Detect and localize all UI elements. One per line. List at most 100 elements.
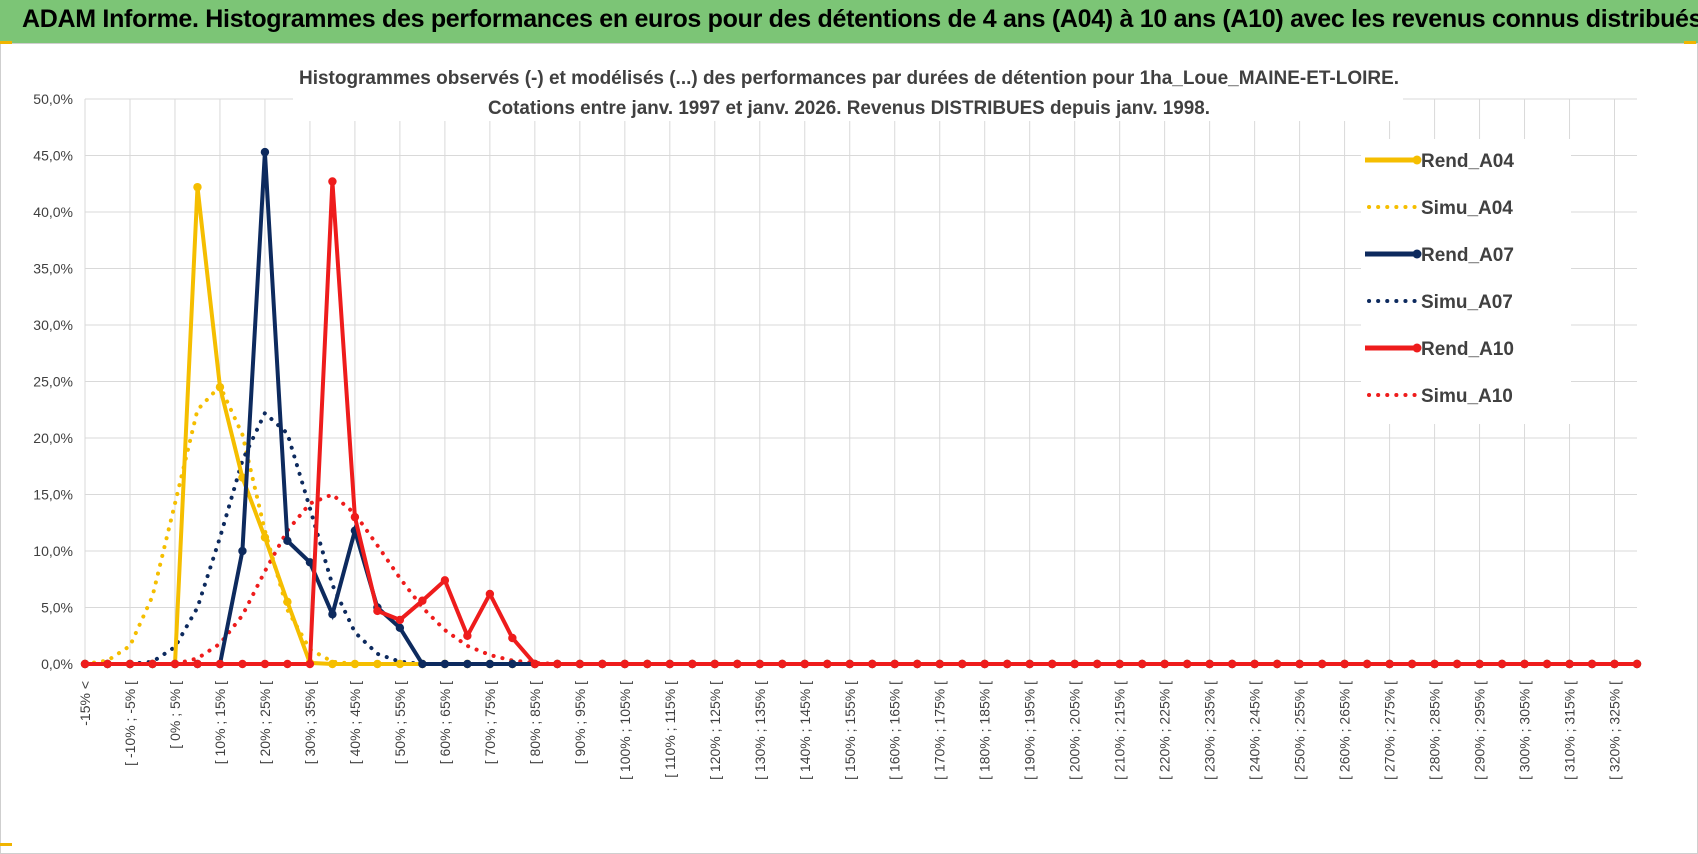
report-banner: ADAM Informe. Histogrammes des performan… [0,0,1698,44]
data-point-rend-a04 [373,659,382,669]
y-tick-label: 10,0% [33,543,73,559]
data-point-rend-a10 [1430,659,1439,669]
data-point-rend-a10 [1137,659,1147,669]
x-tick-label: -15% < [77,681,93,726]
y-tick-label: 5,0% [41,600,73,616]
x-tick-label: [ 10% ; 15% [ [212,681,228,764]
data-point-rend-a04 [215,382,225,392]
x-tick-label: [ 30% ; 35% [ [302,681,318,764]
data-point-rend-a10 [1250,659,1259,669]
x-tick-label: [ 310% ; 315% [ [1562,681,1578,780]
data-point-rend-a10 [1070,659,1079,669]
x-tick-label: [ 70% ; 75% [ [482,681,498,764]
data-point-rend-a10 [1272,659,1282,669]
data-point-rend-a10 [125,659,135,669]
data-point-rend-a10 [1407,659,1417,669]
data-point-rend-a10 [1160,659,1169,669]
x-tick-label: [ 130% ; 135% [ [752,681,768,780]
data-point-rend-a10 [823,659,832,669]
data-point-rend-a10 [1092,659,1102,669]
data-point-rend-a10 [1385,659,1394,669]
data-point-rend-a10 [710,659,719,669]
data-point-rend-a10 [1182,659,1192,669]
data-point-rend-a10 [148,659,157,669]
y-tick-label: 40,0% [33,204,73,220]
y-tick-label: 50,0% [33,91,73,107]
data-point-rend-a10 [980,659,989,669]
data-point-rend-a10 [215,659,225,669]
chart-title: Histogrammes observés (-) et modélisés (… [299,68,1399,89]
x-tick-label: [ 150% ; 155% [ [842,681,858,780]
data-point-rend-a10 [575,659,585,669]
data-point-rend-a10 [845,659,854,669]
data-point-rend-a10 [800,659,809,669]
legend-label-simu-a04: Simu_A04 [1421,198,1513,219]
data-point-rend-a10 [395,615,405,625]
data-point-rend-a10 [1340,659,1349,669]
data-point-rend-a10 [1317,659,1327,669]
data-point-rend-a10 [463,631,472,640]
data-point-rend-a07 [283,536,292,546]
data-point-rend-a10 [1497,659,1507,669]
frame-corner-mark [1684,41,1696,44]
data-point-rend-a10 [665,659,675,669]
x-tick-label: [ 160% ; 165% [ [887,681,903,780]
data-point-rend-a10 [530,659,540,669]
frame-corner-mark [0,843,12,846]
x-tick-label: [ 300% ; 305% [ [1517,681,1533,780]
data-point-rend-a10 [1565,659,1574,669]
data-point-rend-a10 [193,659,202,669]
chart-frame: 0,0% 5,0% 10,0% 15,0% 20,0% 25,0% 30,0% 35,0% 40… [0,43,1698,854]
x-tick-label: [ 0% ; 5% [ [167,681,183,749]
data-point-rend-a10 [1362,659,1372,669]
data-point-rend-a10 [1452,659,1462,669]
data-point-rend-a04 [260,533,270,542]
legend-box [1361,139,1571,424]
data-point-rend-a10 [1587,659,1597,669]
data-point-rend-a10 [283,659,292,669]
series-line-simu-a07 [83,409,1639,666]
x-tick-label: [ 180% ; 185% [ [977,681,993,780]
x-tick-label: [ 250% ; 255% [ [1292,681,1308,780]
x-tick-label: [ 200% ; 205% [ [1067,681,1083,780]
data-point-rend-a07 [328,610,337,619]
series-line-rend-a10 [85,181,1637,666]
x-tick-label: [ 210% ; 215% [ [1112,681,1128,780]
x-tick-label: [ 140% ; 145% [ [797,681,813,780]
data-point-rend-a10 [935,659,944,669]
data-point-rend-a10 [778,659,787,669]
x-tick-label: [ 280% ; 285% [ [1427,681,1443,780]
x-tick-label: [ 290% ; 295% [ [1472,681,1488,780]
x-tick-label: [ 120% ; 125% [ [707,681,723,780]
data-point-rend-a10 [868,659,877,669]
data-point-rend-a10 [1520,659,1529,669]
x-tick-label: [ 40% ; 45% [ [347,681,363,764]
x-tick-label: [ 110% ; 115% [ [662,681,678,778]
legend-marker-rend-a07 [1412,249,1422,259]
legend-marker-rend-a10 [1412,343,1422,353]
x-tick-label: [ 80% ; 85% [ [527,681,543,764]
x-tick-label: [ 230% ; 235% [ [1202,681,1218,780]
data-point-rend-a07 [508,659,517,669]
data-point-rend-a10 [1295,659,1304,669]
x-tick-label: [ 190% ; 195% [ [1022,681,1038,780]
x-tick-label: [ 100% ; 105% [ [617,681,633,780]
data-point-rend-a04 [395,659,405,669]
data-point-rend-a10 [598,659,607,669]
data-point-rend-a10 [1542,659,1552,669]
data-point-rend-a10 [958,659,967,669]
data-point-rend-a10 [913,659,922,669]
x-tick-label: [ 240% ; 245% [ [1247,681,1263,780]
data-point-rend-a10 [260,659,270,669]
data-point-rend-a10 [305,659,315,669]
histogram-chart: 0,0% 5,0% 10,0% 15,0% 20,0% 25,0% 30,0% 35,0% 40… [33,59,1642,780]
x-tick-label: [ 90% ; 95% [ [572,681,588,764]
x-tick-label: [ 50% ; 55% [ [392,681,408,764]
y-tick-label: 0,0% [41,656,73,672]
data-point-rend-a10 [1475,659,1484,669]
data-point-rend-a10 [1632,659,1642,669]
y-tick-label: 25,0% [33,374,73,390]
x-tick-label: [ 220% ; 225% [ [1157,681,1173,780]
data-point-rend-a07 [395,623,405,633]
series-line-simu-a10 [83,492,1639,666]
